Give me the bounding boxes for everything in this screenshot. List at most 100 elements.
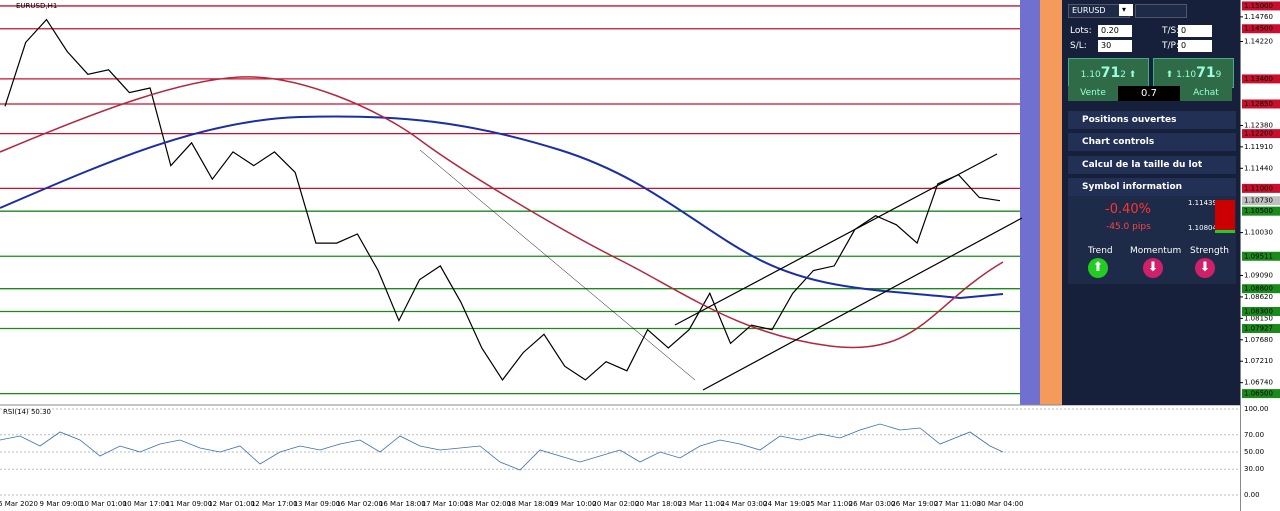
price-label: 1.06740: [1244, 379, 1273, 387]
time-label: 19 Mar 10:00: [550, 500, 597, 508]
search[interactable]: [1135, 4, 1187, 18]
momentum-icon: ⬇: [1143, 258, 1163, 278]
time-label: 25 Mar 11:00: [806, 500, 853, 508]
buy-button[interactable]: ⬆ 1.10719: [1153, 58, 1234, 88]
price-label: 1.07210: [1244, 357, 1273, 365]
trend-icon: ⬆: [1088, 258, 1108, 278]
time-label: 12 Mar 01:00: [208, 500, 255, 508]
time-label: 18 Mar 02:00: [464, 500, 511, 508]
level-marker: [1242, 1, 1280, 11]
rsi-label: 70.00: [1244, 431, 1264, 439]
section-header[interactable]: Symbol information: [1068, 178, 1236, 196]
time-label: 20 Mar 02:00: [592, 500, 639, 508]
strength-icon: ⬇: [1195, 258, 1215, 278]
label: S/L:: [1070, 41, 1087, 51]
price: 1.10: [1080, 70, 1101, 80]
price-label: 1.12380: [1244, 121, 1273, 129]
level-marker: [1242, 389, 1280, 399]
price: 71: [1100, 65, 1121, 81]
time-label: 27 Mar 11:00: [934, 500, 981, 508]
label: T/S:: [1162, 26, 1180, 36]
moving-average: [0, 76, 1004, 349]
price-label: 1.14760: [1244, 13, 1273, 21]
change-percent: -0.40%: [1105, 202, 1151, 217]
level-label: 1.10500: [1244, 207, 1273, 215]
section-header[interactable]: Chart controls: [1068, 133, 1236, 151]
level-label: 1.09511: [1244, 252, 1273, 260]
dropdown[interactable]: ▾: [1119, 4, 1133, 16]
time-label: 10 Mar 01:00: [80, 500, 127, 508]
range-bar: [1215, 200, 1235, 233]
price-line: [4, 18, 1001, 381]
rsi-label: 50.00: [1244, 448, 1264, 456]
indicator-label: Strength: [1190, 246, 1229, 256]
spread: 0.7: [1118, 86, 1180, 101]
time-label: 24 Mar 03:00: [721, 500, 768, 508]
time-label: 9 Mar 09:00: [40, 500, 82, 508]
input[interactable]: 30: [1098, 40, 1132, 52]
time-label: 30 Mar 04:00: [977, 500, 1024, 508]
symbol-select[interactable]: EURUSD: [1068, 4, 1130, 18]
input[interactable]: 0.20: [1098, 25, 1132, 37]
label: Lots:: [1070, 26, 1092, 36]
section-header[interactable]: Calcul de la taille du lot: [1068, 156, 1236, 174]
level-label: 1.08800: [1244, 285, 1273, 293]
price-label: 1.07680: [1244, 336, 1273, 344]
rsi-label: 100.00: [1244, 405, 1269, 413]
time-label: 26 Mar 19:00: [891, 500, 938, 508]
indicator-label: Trend: [1088, 246, 1113, 256]
price: 1.10: [1176, 70, 1197, 80]
price-label: 1.11440: [1244, 164, 1273, 172]
time-label: 20 Mar 18:00: [635, 500, 682, 508]
section-header[interactable]: Positions ouvertes: [1068, 111, 1236, 129]
input[interactable]: 0: [1178, 40, 1212, 52]
axis-labels: 1.14760 1.14220 1.12380 1.11910 1.11440 1.100…: [1240, 1, 1280, 499]
time-label: 16 Mar 02:00: [336, 500, 383, 508]
time-label: 10 Mar 17:00: [123, 500, 170, 508]
change-pips: -45.0 pips: [1106, 222, 1151, 232]
current-price-marker: [1242, 196, 1280, 206]
time-label: 16 Mar 18:00: [379, 500, 426, 508]
rsi-header: RSI(14) 50.30: [3, 408, 51, 416]
time-label: 13 Mar 09:00: [294, 500, 341, 508]
level-label: 1.07927: [1244, 325, 1273, 333]
level-label: 1.12200: [1244, 130, 1273, 138]
level-label: 1.08300: [1244, 308, 1273, 316]
level-label: 1.06500: [1244, 390, 1273, 398]
price-label: 1.10030: [1244, 229, 1273, 237]
input[interactable]: 0: [1178, 25, 1212, 37]
level-marker: [1242, 74, 1280, 84]
time-label: 18 Mar 18:00: [507, 500, 554, 508]
price-label: 1.14220: [1244, 38, 1273, 46]
time-label: 11 Mar 09:00: [165, 500, 212, 508]
level-label: 1.12850: [1244, 100, 1273, 108]
trend-line: [419, 149, 696, 381]
buy-label: Achat: [1180, 86, 1232, 101]
indicator-label: Momentum: [1130, 246, 1182, 256]
chart-header: EURUSD,H1: [16, 2, 57, 10]
stripe: [1040, 0, 1062, 405]
level-label: 1.13400: [1244, 75, 1273, 83]
time-label: 6 Mar 2020: [0, 500, 38, 508]
time-label: 23 Mar 11:00: [678, 500, 725, 508]
price: 71: [1196, 65, 1216, 81]
time-label: 24 Mar 19:00: [763, 500, 810, 508]
low: 1.10804: [1188, 224, 1217, 232]
level-marker: [1242, 324, 1280, 334]
trend-line: [702, 217, 1023, 391]
trend-line: [674, 153, 998, 326]
high: 1.11439: [1188, 199, 1217, 207]
label: T/P:: [1162, 41, 1179, 51]
level-marker: [1242, 129, 1280, 139]
price-label: 1.08620: [1244, 293, 1273, 301]
level-marker: [1242, 99, 1280, 109]
level-marker: [1242, 206, 1280, 216]
price: 2: [1120, 70, 1126, 80]
level-marker: [1242, 284, 1280, 294]
sell-button[interactable]: 1.10712 ⬆: [1068, 58, 1149, 88]
price: 9: [1215, 70, 1222, 80]
level-label: 1.15000: [1244, 2, 1273, 10]
current-price-label: 1.10730: [1244, 197, 1273, 205]
